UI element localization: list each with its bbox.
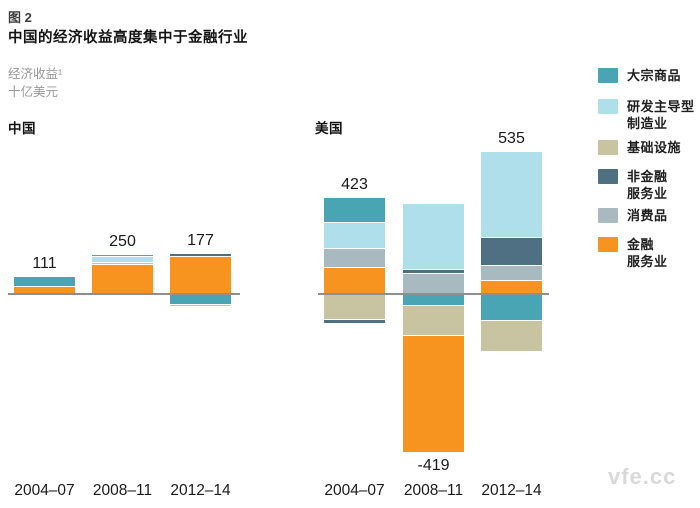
panel-label-china: 中国 xyxy=(8,121,36,136)
infrastructure-swatch-icon xyxy=(598,140,618,155)
bar-value-label: 111 xyxy=(32,255,57,273)
bar-segment-commodities xyxy=(170,295,231,305)
rd-manufacturing-swatch-icon xyxy=(598,99,618,114)
y-axis-label: 经济收益¹ xyxy=(8,67,63,81)
bar-segment-infrastructure xyxy=(481,321,542,352)
x-axis-label: 2004–07 xyxy=(324,482,385,499)
financial-services-swatch-icon xyxy=(598,237,618,252)
x-axis-label: 2008–11 xyxy=(403,482,464,499)
bar-segment-commodities xyxy=(481,295,542,321)
legend-label: 研发主导型 制造业 xyxy=(627,99,695,131)
figure-title: 中国的经济收益高度集中于金融行业 xyxy=(8,30,248,46)
watermark: vfe.cc xyxy=(608,464,677,489)
bar-value-label: -419 xyxy=(417,457,450,475)
bar-segment-financial-services xyxy=(92,264,153,294)
panel-label-usa: 美国 xyxy=(315,121,343,136)
legend-label: 基础设施 xyxy=(627,140,682,155)
bar-segment-infrastructure xyxy=(92,263,153,265)
commodities-swatch-icon xyxy=(598,68,618,83)
y-axis-unit: 十亿美元 xyxy=(8,85,59,99)
legend-label: 大宗商品 xyxy=(627,68,682,83)
bar-segment-rd-manufacturing xyxy=(324,223,385,249)
x-axis-label: 2008–11 xyxy=(92,482,153,499)
bar-segment-financial-services xyxy=(14,287,75,294)
bar-value-label: 423 xyxy=(341,176,368,194)
zero-axis-line xyxy=(318,293,549,295)
x-axis-label: 2012–14 xyxy=(481,482,542,499)
bar-segment-consumer-goods xyxy=(403,274,464,294)
bar-segment-infrastructure xyxy=(170,305,231,307)
bar-segment-financial-services xyxy=(170,256,231,294)
bar-value-label: 250 xyxy=(109,233,136,250)
legend-label: 非金融 服务业 xyxy=(627,169,668,201)
bar-segment-nonfinancial-services xyxy=(481,237,542,265)
bar-value-label: 535 xyxy=(498,130,525,148)
legend-label: 金融 服务业 xyxy=(627,237,668,269)
bar-segment-financial-services xyxy=(481,281,542,294)
bar-segment-commodities xyxy=(403,295,464,306)
bar-segment-financial-services xyxy=(324,267,385,294)
bar-segment-nonfinancial-services xyxy=(170,254,231,256)
bar-segment-rd-manufacturing xyxy=(403,203,464,270)
bar-segment-consumer-goods xyxy=(324,249,385,267)
zero-axis-line xyxy=(8,293,240,295)
nonfinancial-services-swatch-icon xyxy=(598,169,618,184)
bar-segment-commodities xyxy=(92,255,153,256)
x-axis-label: 2012–14 xyxy=(170,482,231,499)
bar-segment-commodities xyxy=(324,198,385,222)
bar-segment-infrastructure xyxy=(324,295,385,319)
bar-segment-financial-services xyxy=(403,335,464,453)
x-axis-label: 2004–07 xyxy=(14,482,75,499)
bar-value-label: 177 xyxy=(187,232,214,250)
bar-segment-rd-manufacturing xyxy=(92,256,153,263)
chart-legend: 大宗商品研发主导型 制造业基础设施非金融 服务业消费品金融 服务业 xyxy=(598,0,700,300)
consumer-goods-swatch-icon xyxy=(598,208,618,223)
figure-label: 图 2 xyxy=(8,10,32,25)
bar-segment-infrastructure xyxy=(403,306,464,335)
bar-segment-rd-manufacturing xyxy=(481,152,542,237)
bar-segment-nonfinancial-services xyxy=(403,270,464,274)
legend-label: 消费品 xyxy=(627,208,668,223)
bar-segment-commodities xyxy=(14,277,75,287)
bar-segment-nonfinancial-services xyxy=(324,319,385,324)
bar-segment-consumer-goods xyxy=(481,265,542,281)
